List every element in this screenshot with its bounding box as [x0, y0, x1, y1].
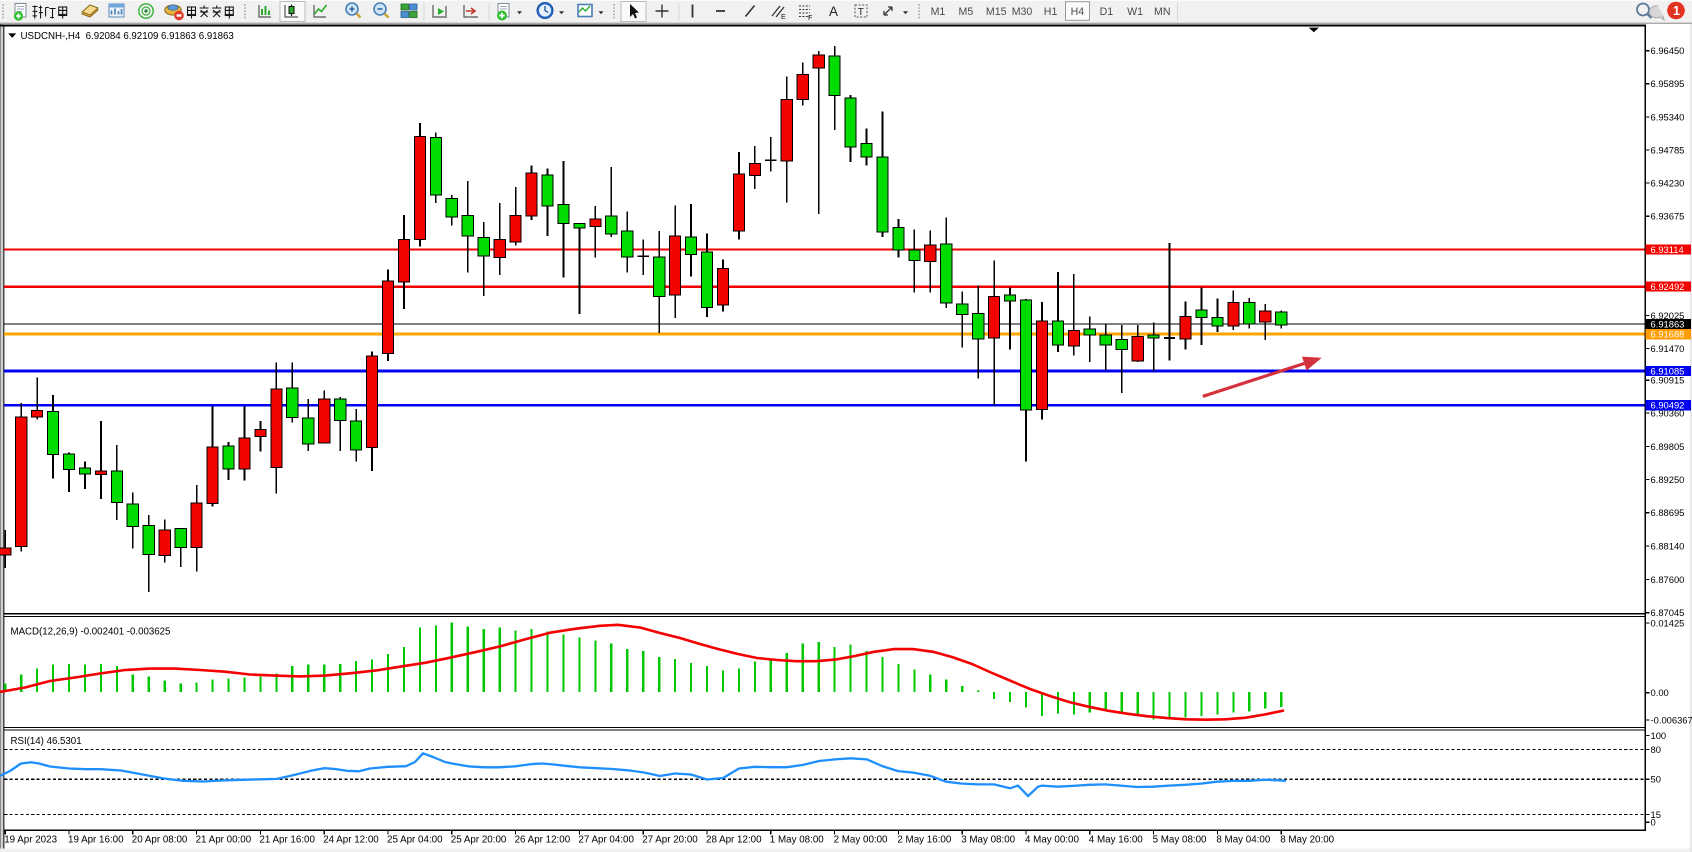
svg-text:MACD(12,26,9) -0.002401 -0.003: MACD(12,26,9) -0.002401 -0.003625: [11, 626, 171, 637]
svg-text:6.91688: 6.91688: [1651, 329, 1685, 340]
svg-text:A: A: [829, 4, 838, 19]
svg-text:6.91085: 6.91085: [1651, 365, 1685, 376]
svg-text:M5: M5: [959, 6, 974, 18]
svg-text:MN: MN: [1154, 6, 1170, 18]
svg-text:25 Apr 04:00: 25 Apr 04:00: [387, 835, 443, 846]
svg-text:6.92025: 6.92025: [1651, 310, 1685, 321]
svg-text:6.94230: 6.94230: [1651, 178, 1685, 189]
svg-text:3 May 08:00: 3 May 08:00: [961, 835, 1015, 846]
svg-text:0: 0: [1651, 817, 1656, 828]
svg-text:E: E: [781, 14, 786, 21]
svg-text:27 Apr 04:00: 27 Apr 04:00: [578, 835, 634, 846]
svg-text:6.93114: 6.93114: [1651, 244, 1684, 255]
svg-text:W1: W1: [1127, 6, 1143, 18]
svg-text:2 May 00:00: 2 May 00:00: [834, 835, 888, 846]
svg-text:6.88695: 6.88695: [1651, 507, 1685, 518]
svg-text:21 Apr 00:00: 21 Apr 00:00: [196, 835, 252, 846]
svg-text:D1: D1: [1100, 6, 1114, 18]
svg-text:USDCNH-,H4 6.92084 6.92109 6.: USDCNH-,H4 6.92084 6.92109 6.91863 6.918…: [21, 31, 234, 42]
svg-text:6.91470: 6.91470: [1651, 343, 1685, 354]
svg-text:27 Apr 20:00: 27 Apr 20:00: [642, 835, 698, 846]
svg-text:100: 100: [1651, 730, 1667, 741]
svg-text:6.95340: 6.95340: [1651, 111, 1685, 122]
svg-text:6.94785: 6.94785: [1651, 144, 1685, 155]
svg-text:4 May 00:00: 4 May 00:00: [1025, 835, 1079, 846]
svg-text:5 May 08:00: 5 May 08:00: [1153, 835, 1207, 846]
svg-text:6.90360: 6.90360: [1651, 407, 1685, 418]
svg-text:28 Apr 12:00: 28 Apr 12:00: [706, 835, 762, 846]
svg-text:F: F: [808, 15, 812, 22]
svg-text:8 May 04:00: 8 May 04:00: [1216, 835, 1270, 846]
svg-text:6.87045: 6.87045: [1651, 607, 1685, 618]
svg-text:25 Apr 20:00: 25 Apr 20:00: [451, 835, 507, 846]
svg-text:21 Apr 16:00: 21 Apr 16:00: [259, 835, 315, 846]
svg-text:M15: M15: [986, 6, 1007, 18]
svg-text:6.91863: 6.91863: [1651, 318, 1685, 329]
svg-text:6.92492: 6.92492: [1651, 281, 1685, 292]
svg-text:-0.006367: -0.006367: [1651, 714, 1692, 725]
svg-text:H1: H1: [1044, 6, 1058, 18]
svg-text:24 Apr 12:00: 24 Apr 12:00: [323, 835, 379, 846]
svg-text:20 Apr 08:00: 20 Apr 08:00: [132, 835, 188, 846]
svg-text:H4: H4: [1071, 6, 1085, 18]
svg-text:50: 50: [1651, 774, 1661, 785]
svg-text:6.88140: 6.88140: [1651, 541, 1685, 552]
svg-text:6.89805: 6.89805: [1651, 441, 1685, 452]
svg-text:15: 15: [1651, 809, 1661, 820]
svg-text:M1: M1: [931, 6, 946, 18]
svg-text:6.96450: 6.96450: [1651, 45, 1685, 56]
svg-text:1 May 08:00: 1 May 08:00: [770, 835, 824, 846]
svg-text:M30: M30: [1012, 6, 1033, 18]
svg-text:6.95895: 6.95895: [1651, 78, 1685, 89]
svg-text:0.00: 0.00: [1651, 687, 1669, 698]
svg-text:6.90915: 6.90915: [1651, 375, 1685, 386]
svg-text:6.93675: 6.93675: [1651, 211, 1685, 222]
svg-text:19 Apr 2023: 19 Apr 2023: [4, 835, 57, 846]
svg-text:26 Apr 12:00: 26 Apr 12:00: [515, 835, 571, 846]
svg-text:2 May 16:00: 2 May 16:00: [897, 835, 951, 846]
svg-text:6.87600: 6.87600: [1651, 574, 1685, 585]
svg-text:1: 1: [1673, 4, 1680, 18]
svg-text:0.01425: 0.01425: [1651, 617, 1685, 628]
svg-text:4 May 16:00: 4 May 16:00: [1089, 835, 1143, 846]
svg-text:6.90492: 6.90492: [1651, 400, 1685, 411]
svg-text:19 Apr 16:00: 19 Apr 16:00: [68, 835, 124, 846]
svg-text:6.89250: 6.89250: [1651, 474, 1685, 485]
svg-text:T: T: [858, 7, 864, 18]
svg-text:80: 80: [1651, 744, 1661, 755]
svg-text:RSI(14) 46.5301: RSI(14) 46.5301: [11, 736, 82, 747]
svg-text:8 May 20:00: 8 May 20:00: [1280, 835, 1334, 846]
